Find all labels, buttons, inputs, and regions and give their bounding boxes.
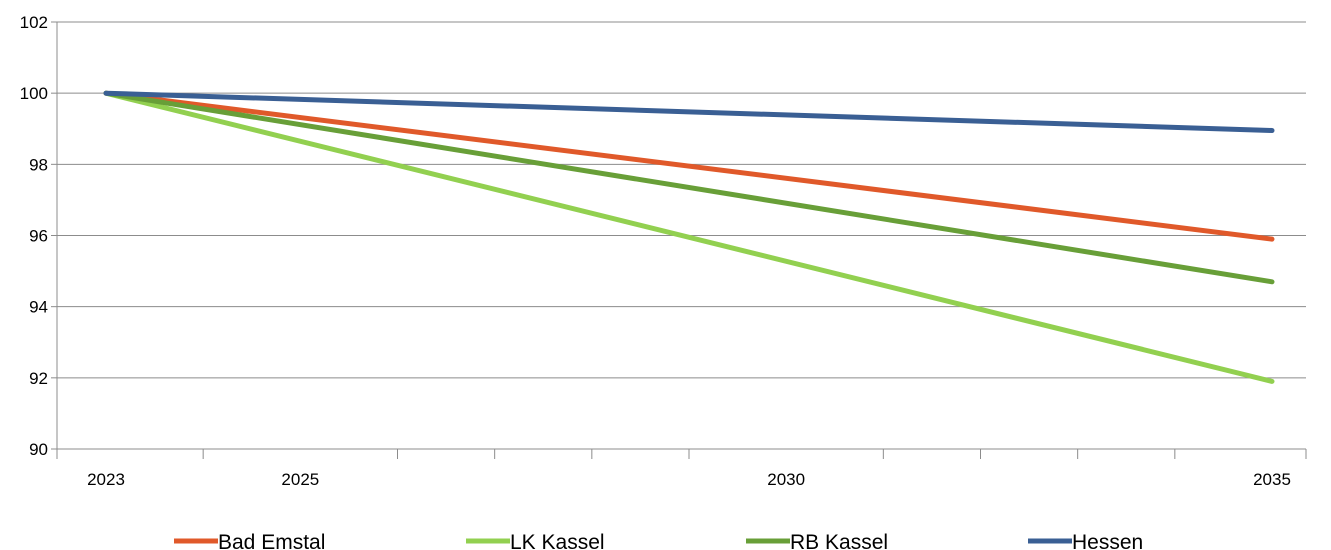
legend: Bad Emstal LK Kassel RB Kassel Hessen: [174, 531, 1143, 550]
legend-label-bad-emstal: Bad Emstal: [218, 531, 325, 550]
y-tick-label-94: 94: [29, 298, 48, 317]
series-line-hessen: [103, 90, 1275, 133]
y-tick-label-92: 92: [29, 369, 48, 388]
x-tick-label-2023: 2023: [87, 470, 125, 489]
axes: 90 92 94 96 98 100 102 2023 2025 2030 2035: [20, 13, 1307, 489]
x-tick-label-2035: 2035: [1253, 470, 1291, 489]
series-line-lk-kassel: [103, 90, 1275, 384]
x-tick-label-2025: 2025: [281, 470, 319, 489]
data-series: [103, 90, 1275, 384]
y-tick-label-98: 98: [29, 155, 48, 174]
y-tick-label-96: 96: [29, 227, 48, 246]
series-line-bad-emstal: [103, 90, 1275, 242]
legend-label-lk-kassel: LK Kassel: [510, 531, 605, 550]
x-tick-label-2030: 2030: [767, 470, 805, 489]
legend-label-hessen: Hessen: [1072, 531, 1143, 550]
y-tick-label-102: 102: [20, 13, 48, 32]
gridlines: [57, 21, 1306, 379]
y-tick-label-100: 100: [20, 84, 48, 103]
legend-label-rb-kassel: RB Kassel: [790, 531, 888, 550]
y-tick-label-90: 90: [29, 440, 48, 459]
series-line-rb-kassel: [103, 90, 1275, 285]
